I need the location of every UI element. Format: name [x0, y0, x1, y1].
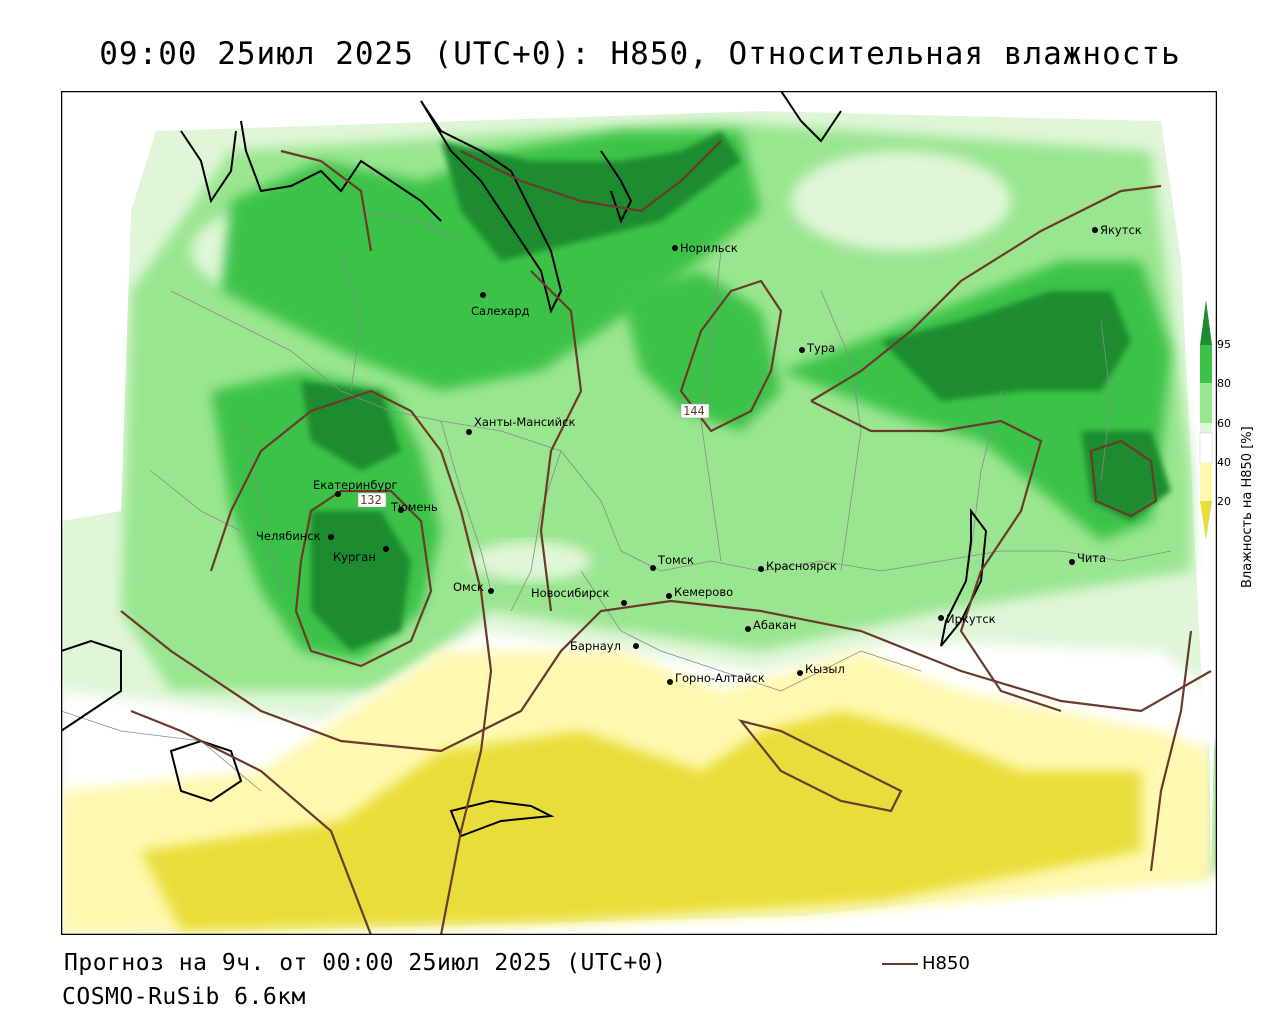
contour-legend: H850 [882, 953, 970, 974]
city-label-tomsk: Томск [657, 553, 694, 567]
humidity-field [61, 91, 1217, 935]
colorbar-tick-80: 80 [1217, 377, 1231, 390]
colorbar-tick-60: 60 [1217, 417, 1231, 430]
city-label-kurgan: Курган [333, 550, 376, 564]
city-dot-ekaterinburg [335, 491, 341, 497]
city-dot-tura [799, 347, 805, 353]
city-dot-abakan [745, 626, 751, 632]
city-dot-gorno-altaysk [667, 679, 673, 685]
city-label-tura: Тура [806, 341, 835, 355]
colorbar-tick-95: 95 [1217, 338, 1231, 351]
city-dot-omsk [488, 588, 494, 594]
city-label-novosibirsk: Новосибирск [531, 586, 609, 600]
map-frame [61, 91, 1217, 935]
colorbar-50 [1199, 432, 1213, 464]
h850-contours [120, 140, 1212, 935]
city-label-kyzyl: Кызыл [805, 662, 845, 676]
city-label-yakutsk: Якутск [1100, 223, 1142, 237]
city-label-tyumen: Тюмень [390, 500, 438, 514]
city-dot-yakutsk [1092, 227, 1098, 233]
city-dot-krasnoyarsk [758, 566, 764, 572]
contour-legend-swatch [882, 963, 918, 965]
city-label-irkutsk: Иркутск [946, 612, 996, 626]
city-dot-chelyabinsk [328, 534, 334, 540]
colorbar-80 [1200, 383, 1212, 423]
contour-label-144: 144 [683, 404, 705, 418]
forecast-info: Прогноз на 9ч. от 00:00 25июл 2025 (UTC+… [64, 950, 667, 976]
colorbar-tick-20: 20 [1217, 495, 1231, 508]
colorbar-title: Влажность на H850 [%] [1240, 426, 1255, 588]
contour-legend-label: H850 [922, 953, 970, 974]
city-dot-norilsk [672, 245, 678, 251]
city-dot-chita [1069, 559, 1075, 565]
coastline [61, 91, 988, 838]
admin-borders [61, 210, 1172, 792]
city-dot-tyumen [398, 507, 404, 513]
city-dot-khanty [466, 429, 472, 435]
colorbar-tick-40: 40 [1217, 456, 1231, 469]
city-dot-kurgan [383, 546, 389, 552]
colorbar-top-triangle [1200, 300, 1212, 345]
colorbar-title-text: Влажность на H850 [%] [1240, 426, 1255, 588]
city-label-chelyabinsk: Челябинск [256, 529, 321, 543]
city-label-salekhard: Салехард [471, 304, 530, 318]
humidity-map: 144 132 Норильск Якутск Салехард Тура Ха… [61, 91, 1217, 935]
map-title: 09:00 25июл 2025 (UTC+0): H850, Относите… [99, 36, 1181, 72]
city-label-norilsk: Норильск [680, 241, 738, 255]
city-label-abakan: Абакан [753, 618, 797, 632]
cities: Норильск Якутск Салехард Тура Ханты-Манс… [256, 223, 1142, 685]
colorbar-bottom-triangle [1200, 501, 1212, 540]
colorbar-95 [1200, 345, 1212, 383]
city-dot-novosibirsk [621, 600, 627, 606]
city-dot-kemerovo [666, 593, 672, 599]
model-name: COSMO-RuSib 6.6км [62, 984, 306, 1010]
colorbar: 95 80 60 40 20 [1199, 300, 1231, 540]
city-dot-barnaul [633, 643, 639, 649]
city-label-khanty: Ханты-Мансийск [474, 415, 575, 429]
contour-labels: 144 132 [357, 403, 710, 508]
city-dot-salekhard [480, 292, 486, 298]
city-label-barnaul: Барнаул [570, 639, 621, 653]
city-label-krasnoyarsk: Красноярск [766, 559, 837, 573]
city-label-gorno-altaysk: Горно-Алтайск [675, 671, 765, 685]
city-label-omsk: Омск [453, 580, 484, 594]
city-label-kemerovo: Кемерово [674, 585, 733, 599]
city-dot-irkutsk [938, 615, 944, 621]
city-dot-kyzyl [797, 670, 803, 676]
city-dot-tomsk [650, 565, 656, 571]
colorbar-60 [1200, 423, 1212, 433]
city-label-chita: Чита [1077, 551, 1106, 565]
colorbar-40 [1200, 463, 1212, 501]
contour-label-132: 132 [360, 493, 382, 507]
city-label-ekaterinburg: Екатеринбург [313, 478, 398, 492]
